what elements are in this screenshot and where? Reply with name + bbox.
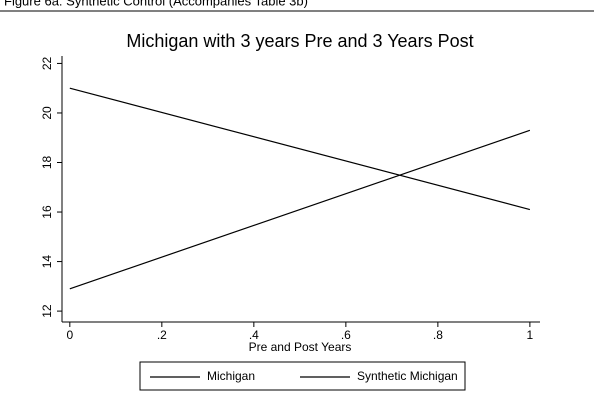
x-tick-label: .6: [341, 328, 351, 342]
figure-header: Figure 6a: Synthetic Control (Accompanie…: [4, 0, 308, 8]
legend-label: Michigan: [207, 369, 255, 383]
legend-box: [139, 361, 466, 391]
legend-label: Synthetic Michigan: [357, 369, 458, 383]
x-tick-label: .4: [249, 328, 259, 342]
series-line: [69, 87, 531, 211]
y-tick-label: 12: [40, 304, 54, 318]
x-tick-label: 0: [66, 328, 73, 342]
x-tick-label: .8: [433, 328, 443, 342]
y-tick-label: 22: [40, 56, 54, 70]
x-axis-title: Pre and Post Years: [249, 340, 352, 354]
y-tick-label: 16: [40, 205, 54, 219]
x-tick-label: .2: [157, 328, 167, 342]
series-line: [69, 129, 531, 290]
y-tick-label: 18: [40, 156, 54, 170]
y-tick-label: 14: [40, 255, 54, 269]
x-tick-label: 1: [527, 328, 534, 342]
y-tick-label: 20: [40, 106, 54, 120]
chart-title: Michigan with 3 years Pre and 3 Years Po…: [126, 31, 473, 51]
